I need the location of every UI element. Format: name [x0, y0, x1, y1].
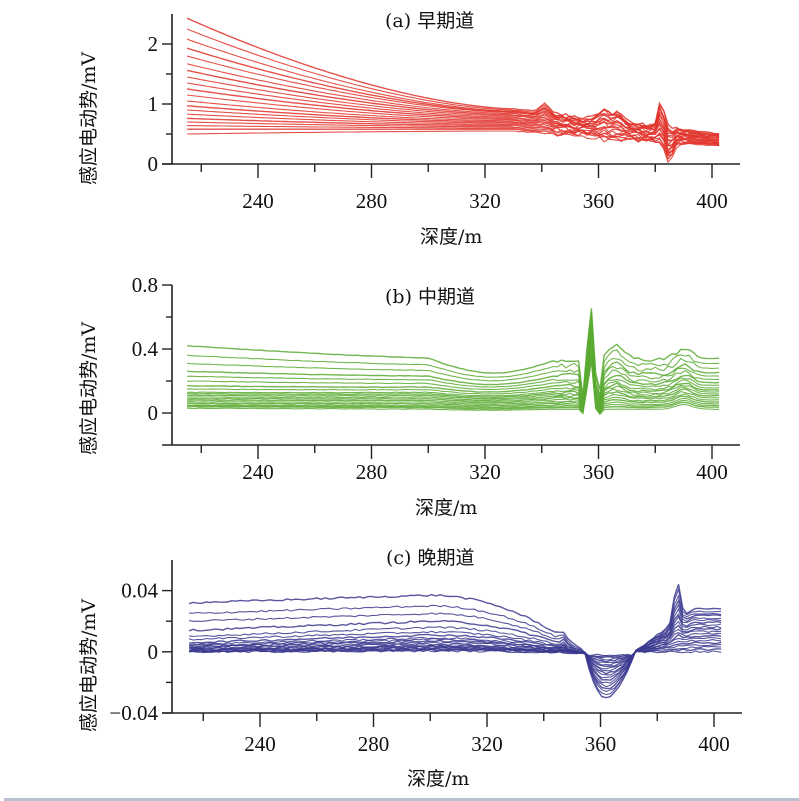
series-line	[187, 328, 720, 409]
panel-title-b: (b) 中期道	[385, 286, 475, 308]
x-tick-label: 320	[469, 189, 501, 213]
x-tick-label: 280	[358, 732, 390, 756]
series-line	[187, 125, 720, 157]
series-line	[186, 47, 720, 137]
series-line	[187, 308, 720, 397]
series-line	[187, 319, 720, 405]
x-tick-label: 240	[244, 732, 276, 756]
series-line	[187, 318, 720, 402]
y-tick-label: 0	[148, 401, 159, 425]
series-line	[187, 338, 720, 410]
series-line	[187, 358, 720, 415]
series-layer-c	[188, 584, 722, 699]
series-line	[187, 332, 720, 410]
series-line	[186, 69, 720, 139]
x-tick-label: 360	[583, 189, 615, 213]
x-tick-label: 280	[356, 189, 388, 213]
y-axis-title-a: 感应电动势/mV	[78, 52, 100, 185]
series-line	[187, 109, 720, 153]
series-line	[187, 88, 720, 147]
series-line	[187, 130, 720, 164]
series-line	[187, 335, 720, 410]
series-line	[187, 330, 720, 409]
y-axis-title-c: 感应电动势/mV	[78, 599, 100, 732]
y-tick-label: 1	[148, 92, 159, 116]
panel-a: 240 280 320 360 400 0 1 2 (a) 早期道 深度/m 感应电动势/mV	[78, 10, 740, 248]
series-line	[186, 63, 720, 138]
panel-title-c: (c) 晚期道	[386, 547, 475, 569]
series-line	[187, 348, 720, 414]
y-tick-label: −0.04	[109, 701, 158, 725]
y-tick-label: 0	[148, 152, 159, 176]
series-line	[189, 649, 722, 657]
y-tick-label: 0.8	[132, 273, 158, 297]
x-axis-title-c: 深度/m	[407, 768, 469, 790]
x-tick-label: 400	[696, 189, 728, 213]
x-tick-label: 240	[242, 460, 274, 484]
x-tick-label: 400	[698, 732, 730, 756]
series-line	[187, 354, 720, 414]
x-tick-label: 320	[469, 460, 501, 484]
y-tick-label: 0	[148, 640, 159, 664]
y-axis-title-b: 感应电动势/mV	[78, 322, 100, 455]
bottom-border	[4, 798, 799, 801]
x-axis-title-b: 深度/m	[415, 497, 477, 519]
series-line	[187, 345, 720, 414]
series-line	[187, 314, 720, 402]
series-line	[187, 311, 720, 399]
x-tick-label: 240	[242, 189, 274, 213]
x-axis-title-a: 深度/m	[420, 226, 482, 248]
series-line	[187, 341, 720, 412]
series-layer-b	[187, 308, 720, 416]
panel-title-a: (a) 早期道	[385, 10, 474, 32]
axes-c: 240 280 320 360 400 −0.04 0 0.04	[109, 560, 742, 756]
series-line	[187, 324, 720, 407]
x-tick-label: 400	[696, 460, 728, 484]
y-tick-label: 0.4	[132, 337, 159, 361]
series-line	[187, 312, 720, 401]
series-line	[186, 17, 720, 135]
series-line	[187, 322, 720, 406]
series-layer-a	[186, 17, 720, 164]
x-tick-label: 320	[471, 732, 503, 756]
panel-c: 240 280 320 360 400 −0.04 0 0.04 (c) 晚期道 深度/m 感…	[78, 547, 742, 790]
series-line	[187, 128, 720, 161]
axes-a: 240 280 320 360 400 0 1 2	[148, 14, 740, 213]
panel-b: 240 280 320 360 400 0 0.4 0.8 (b) 中期道 深度/m 感应电动…	[78, 273, 740, 519]
series-line	[187, 105, 720, 152]
series-line	[186, 55, 720, 137]
y-tick-label: 0.04	[121, 579, 158, 603]
x-tick-label: 360	[585, 732, 617, 756]
series-line	[187, 352, 720, 414]
series-line	[187, 82, 720, 142]
x-tick-label: 280	[356, 460, 388, 484]
x-tick-label: 360	[583, 460, 615, 484]
series-line	[187, 94, 720, 147]
y-tick-label: 2	[148, 32, 159, 56]
axes-b: 240 280 320 360 400 0 0.4 0.8	[132, 273, 740, 484]
series-line	[187, 117, 720, 155]
series-line	[187, 361, 720, 416]
